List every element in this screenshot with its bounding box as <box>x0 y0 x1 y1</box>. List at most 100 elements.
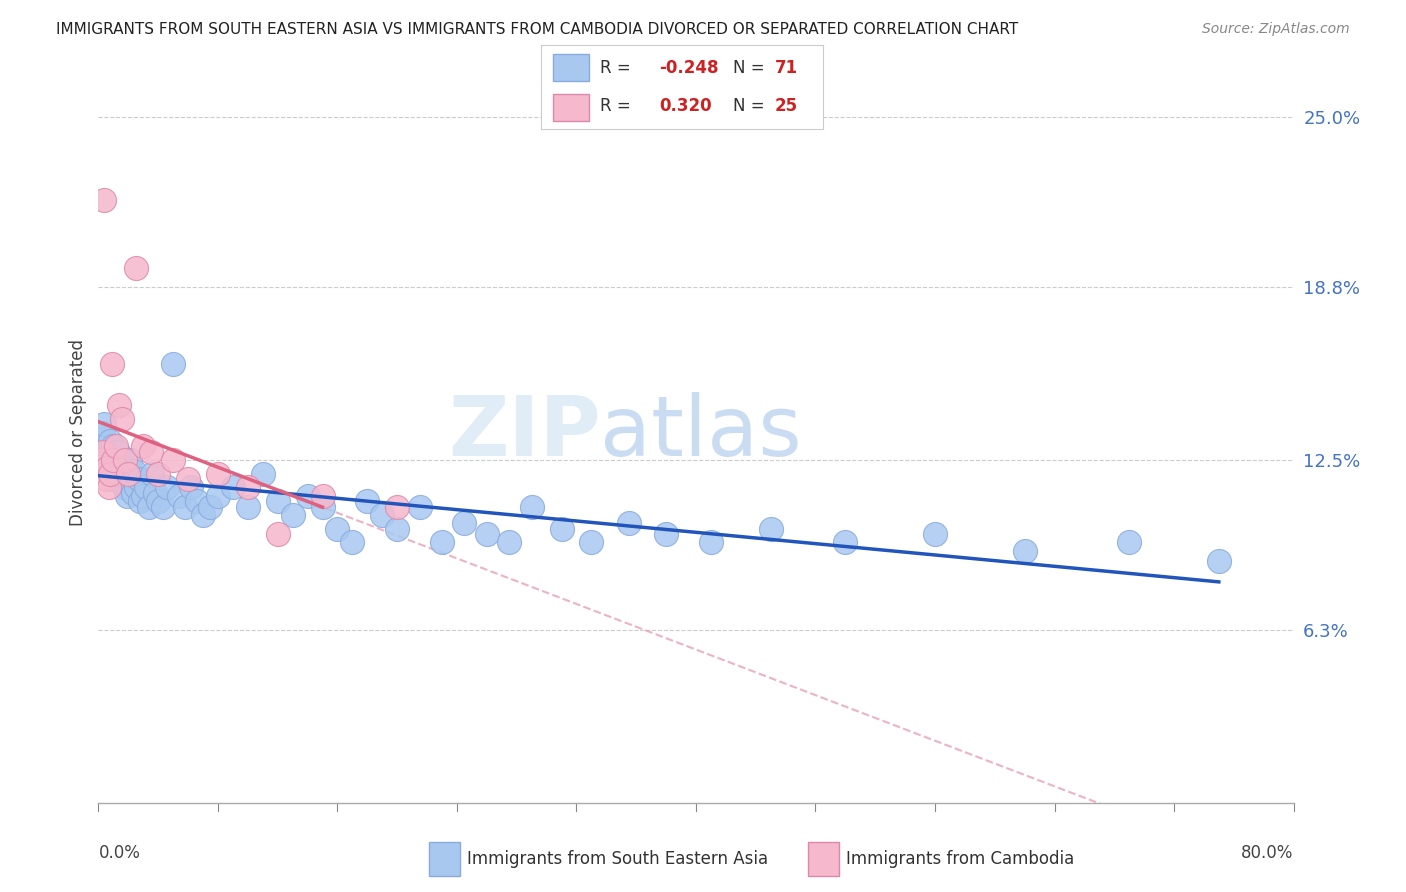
Point <box>114 467 136 481</box>
Point <box>342 535 364 549</box>
Point <box>93 417 115 432</box>
Point <box>148 467 170 481</box>
Point <box>236 480 259 494</box>
Text: Immigrants from South Eastern Asia: Immigrants from South Eastern Asia <box>467 850 768 868</box>
Point <box>655 527 678 541</box>
Point <box>498 535 520 549</box>
Point <box>453 516 475 530</box>
Point <box>1208 554 1230 568</box>
Point <box>1014 543 1036 558</box>
Point <box>98 434 122 448</box>
Point <box>617 516 640 530</box>
Point <box>105 439 128 453</box>
Point <box>120 469 142 483</box>
Point <box>267 494 290 508</box>
Point <box>121 486 143 500</box>
Text: N =: N = <box>733 60 763 78</box>
Point <box>252 467 274 481</box>
Point <box>326 522 349 536</box>
Point <box>371 508 394 522</box>
Point <box>141 467 163 481</box>
Point <box>430 535 453 549</box>
Point <box>267 527 290 541</box>
Text: 25: 25 <box>775 97 797 115</box>
Text: atlas: atlas <box>600 392 801 473</box>
Point <box>581 535 603 549</box>
Point <box>90 453 112 467</box>
Point <box>111 412 134 426</box>
Point <box>191 508 214 522</box>
Point <box>97 461 120 475</box>
Point <box>180 480 202 494</box>
Point <box>105 467 128 481</box>
Point <box>311 500 333 514</box>
Point <box>117 467 139 481</box>
Point <box>111 456 134 470</box>
Point <box>108 398 131 412</box>
Y-axis label: Divorced or Separated: Divorced or Separated <box>69 339 87 526</box>
Point <box>207 489 229 503</box>
Point <box>520 500 543 514</box>
Point <box>1118 535 1140 549</box>
Text: -0.248: -0.248 <box>659 60 718 78</box>
Point <box>124 464 146 478</box>
Point <box>118 453 141 467</box>
Point <box>94 453 117 467</box>
Point <box>700 535 723 549</box>
Point <box>96 445 118 459</box>
FancyBboxPatch shape <box>553 54 589 81</box>
Point <box>236 500 259 514</box>
Point <box>162 453 184 467</box>
Point <box>112 480 135 494</box>
Point <box>132 439 155 453</box>
Point <box>138 500 160 514</box>
Point <box>107 445 129 459</box>
Text: R =: R = <box>600 60 631 78</box>
Point <box>96 461 118 475</box>
Point <box>200 500 222 514</box>
Point <box>114 453 136 467</box>
Point <box>759 522 782 536</box>
Point <box>162 357 184 371</box>
Point <box>94 472 117 486</box>
Text: 80.0%: 80.0% <box>1241 844 1294 862</box>
Point <box>93 193 115 207</box>
Point <box>101 357 124 371</box>
Point <box>128 472 150 486</box>
Text: 0.0%: 0.0% <box>98 844 141 862</box>
Point <box>101 472 124 486</box>
Point <box>115 489 138 503</box>
Point <box>550 522 572 536</box>
Text: R =: R = <box>600 97 631 115</box>
Point <box>125 261 148 276</box>
Point <box>385 500 409 514</box>
Point <box>356 494 378 508</box>
Point <box>156 480 179 494</box>
Point <box>129 494 152 508</box>
Point <box>148 494 170 508</box>
Point <box>207 467 229 481</box>
Point <box>834 535 856 549</box>
Point <box>91 445 114 459</box>
Text: N =: N = <box>733 97 763 115</box>
Point <box>475 527 498 541</box>
Point <box>222 480 245 494</box>
Point <box>110 472 132 486</box>
Point <box>91 425 114 440</box>
Point <box>174 500 197 514</box>
Point <box>97 480 120 494</box>
Point <box>98 467 122 481</box>
Point <box>103 453 125 467</box>
Point <box>408 500 430 514</box>
Point <box>104 453 127 467</box>
FancyBboxPatch shape <box>553 94 589 120</box>
Point <box>125 480 148 494</box>
Point <box>152 500 174 514</box>
Point <box>177 472 200 486</box>
Point <box>108 461 131 475</box>
Point <box>385 522 409 536</box>
Point <box>135 480 157 494</box>
Point <box>924 527 946 541</box>
Point <box>143 486 166 500</box>
Text: Immigrants from Cambodia: Immigrants from Cambodia <box>846 850 1074 868</box>
